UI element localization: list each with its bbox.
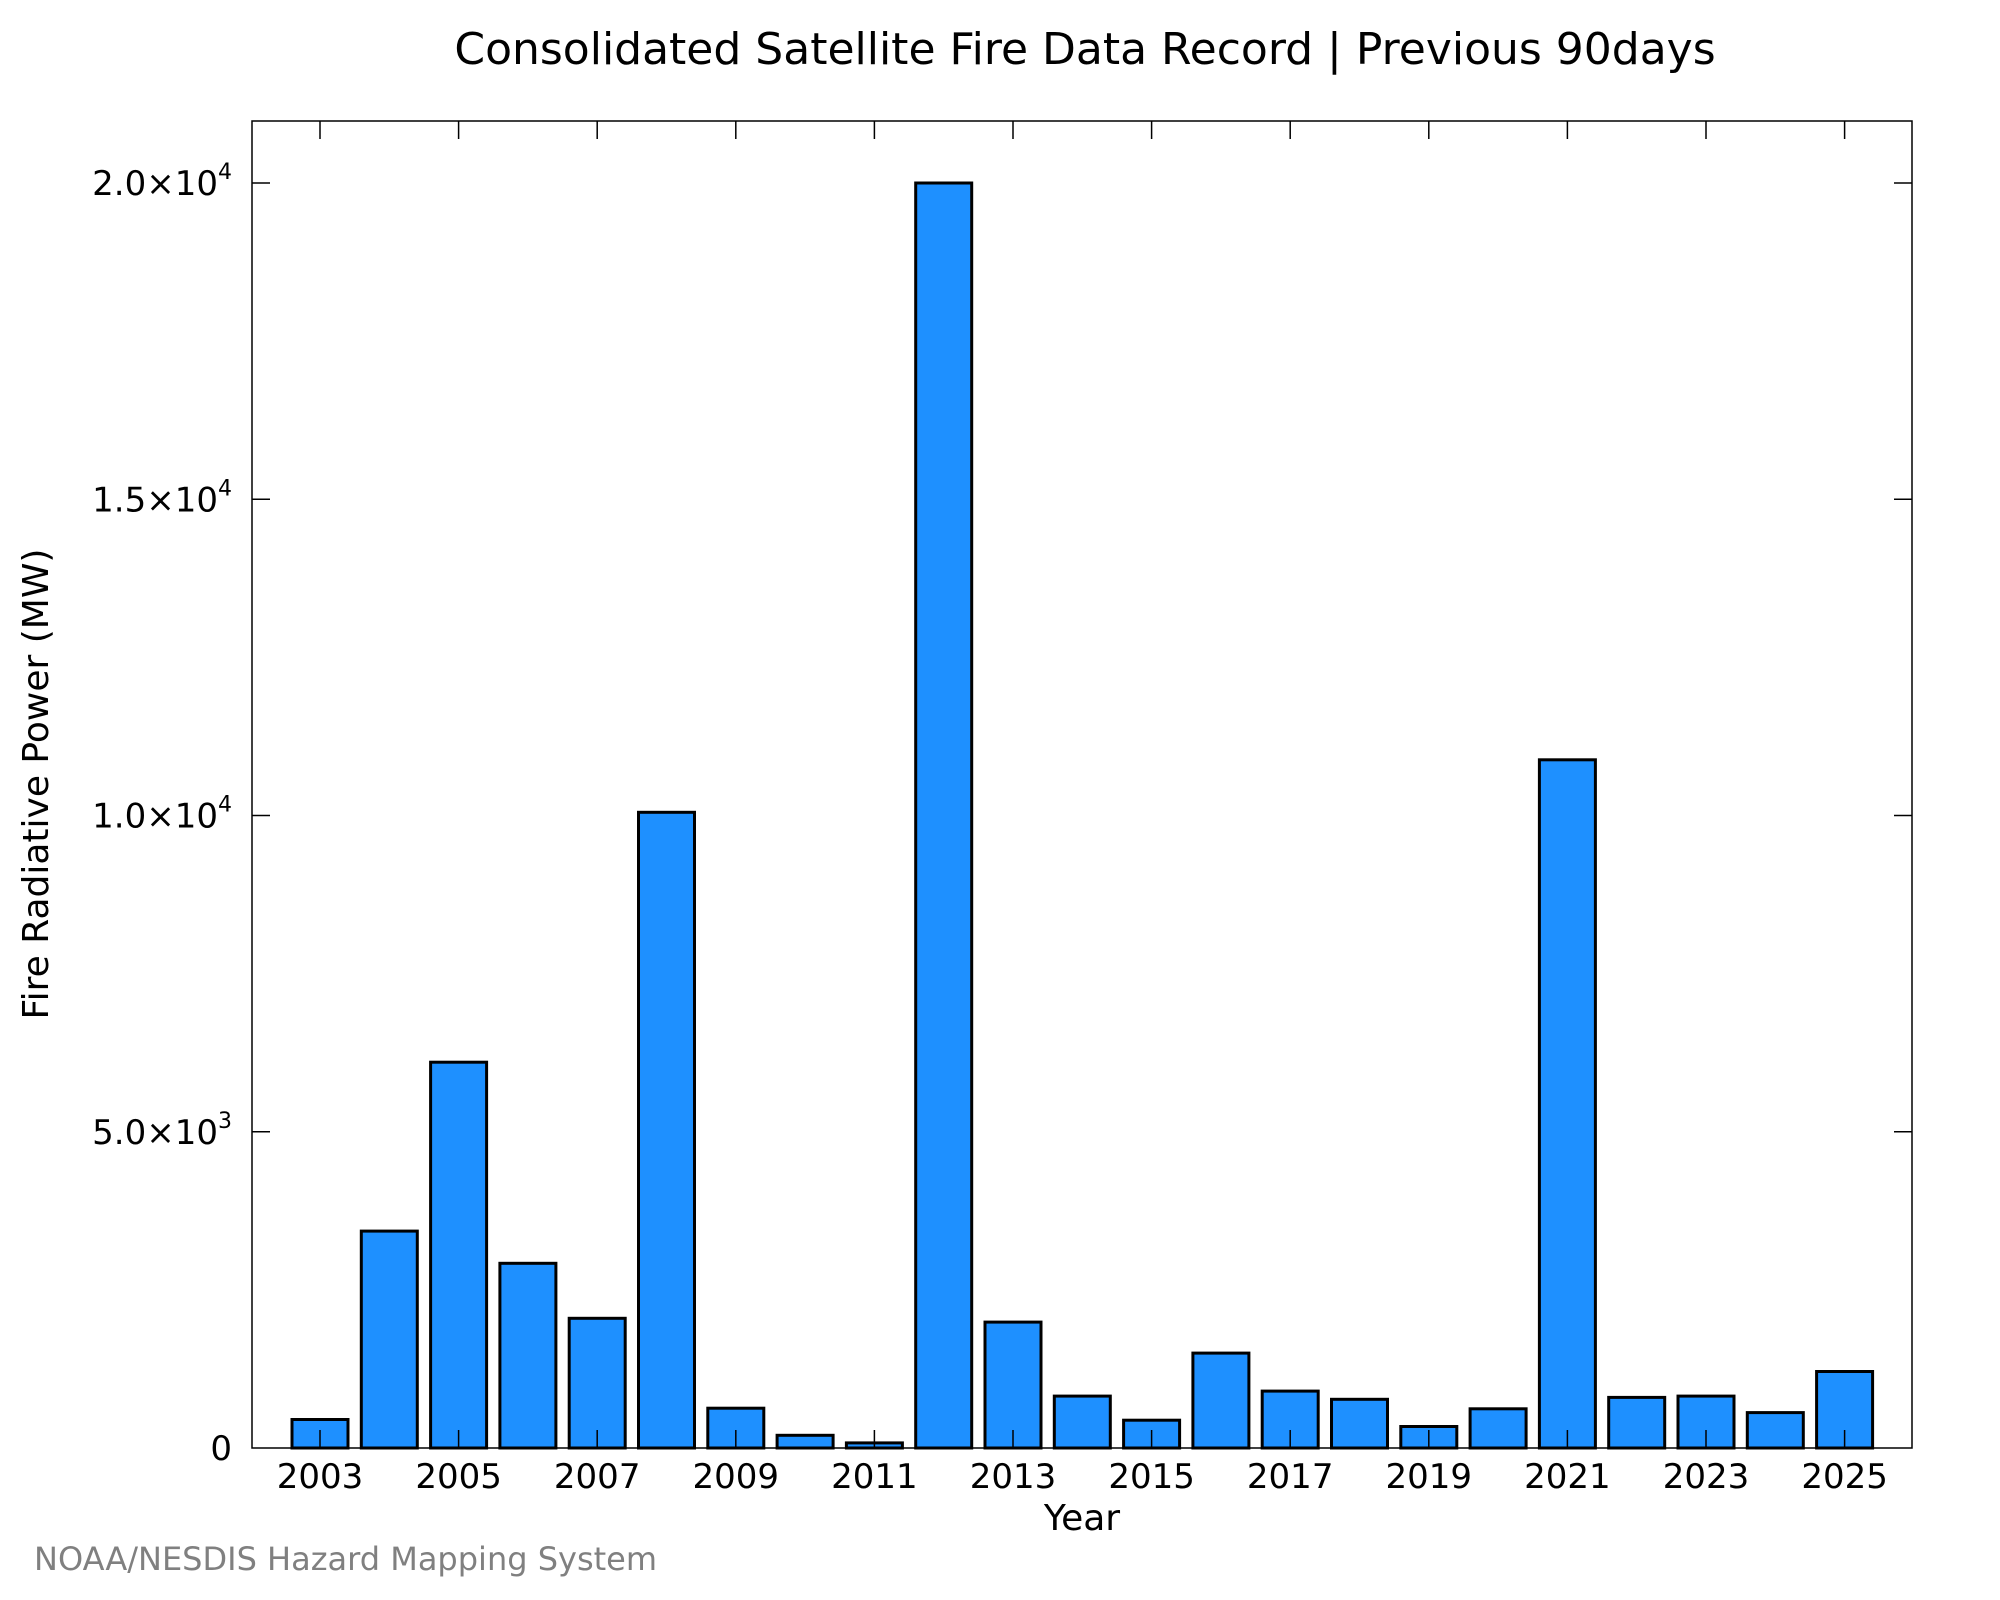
x-tick-label: 2021: [1524, 1457, 1611, 1497]
bar-2008: [637, 810, 696, 1450]
y-tick-label: 5.0×103: [92, 1109, 232, 1153]
ticks-group: [252, 121, 1912, 1448]
x-tick-label: 2015: [1108, 1457, 1195, 1497]
y-axis-label: Fire Radiative Power (MW): [16, 549, 57, 1020]
bar-2007: [567, 1316, 627, 1450]
y-tick-label: 2.0×104: [92, 160, 232, 204]
bar-2024: [1745, 1411, 1805, 1450]
x-tick-labels: 2003 2005 2007 2009 2011 2013 2015 2017 2019 2021…: [277, 1457, 1888, 1497]
bar-2020: [1468, 1407, 1528, 1450]
bar-2013: [983, 1320, 1043, 1450]
bar-2016: [1191, 1351, 1251, 1450]
x-tick-label: 2003: [277, 1457, 364, 1497]
y-tick-label: 1.5×104: [92, 476, 232, 520]
x-tick-label: 2007: [554, 1457, 641, 1497]
y-tick-label: 1.0×104: [92, 793, 232, 837]
bar-2006: [498, 1261, 558, 1450]
x-tick-label: 2017: [1247, 1457, 1334, 1497]
x-tick-label: 2005: [415, 1457, 502, 1497]
y-tick-label: 0: [210, 1429, 232, 1469]
x-tick-label: 2019: [1386, 1457, 1473, 1497]
y-tick-labels: 0 5.0×103 1.0×104 1.5×104 2.0×104: [92, 160, 232, 1469]
x-tick-label: 2023: [1663, 1457, 1750, 1497]
source-credit: NOAA/NESDIS Hazard Mapping System: [34, 1540, 658, 1578]
plot-frame: [251, 120, 1913, 1449]
x-tick-label: 2009: [693, 1457, 780, 1497]
bar-2018: [1330, 1397, 1389, 1450]
bar-2014: [1052, 1394, 1112, 1450]
bar-2021: [1537, 758, 1597, 1450]
chart-title: Consolidated Satellite Fire Data Record …: [454, 24, 1715, 75]
bar-2022: [1607, 1395, 1667, 1450]
x-tick-label: 2013: [970, 1457, 1057, 1497]
bars-group: [290, 181, 1875, 1450]
bar-2010: [775, 1433, 835, 1450]
bar-2005: [429, 1060, 489, 1450]
bar-2004: [359, 1229, 419, 1450]
x-tick-label: 2011: [831, 1457, 918, 1497]
x-axis-label: Year: [1043, 1498, 1120, 1539]
bar-2012: [914, 181, 974, 1450]
x-tick-label: 2025: [1801, 1457, 1888, 1497]
